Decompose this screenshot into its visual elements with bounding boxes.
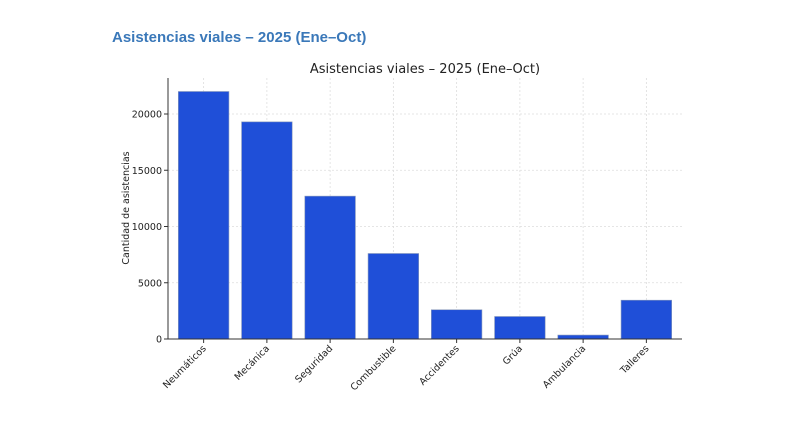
bar-6	[557, 334, 609, 340]
axes	[167, 78, 682, 340]
x-tick-label: Grúa	[501, 343, 525, 367]
x-axis-ticks: Neumáticos Mecánica Seguridad Combustible Ac…	[161, 339, 652, 393]
chart-title: Asistencias viales – 2025 (Ene–Oct)	[310, 62, 540, 77]
bar-0	[178, 91, 230, 340]
x-tick-label: Combustible	[349, 343, 399, 393]
x-tick-label: Neumáticos	[161, 343, 209, 391]
bar-3	[367, 253, 419, 340]
bars	[178, 91, 672, 340]
y-axis-label: Cantidad de asistencias	[121, 151, 132, 264]
x-tick-label: Accidentes	[417, 343, 461, 387]
x-tick-label: Ambulancia	[541, 343, 588, 390]
page-heading: Asistencias viales – 2025 (Ene–Oct)	[112, 29, 367, 46]
bar-5	[494, 316, 546, 340]
y-tick-label: 10000	[132, 222, 162, 233]
y-tick-label: 15000	[132, 166, 162, 177]
y-tick-label: 0	[156, 335, 162, 346]
x-tick-label: Talleres	[618, 343, 652, 377]
y-tick-label: 20000	[132, 110, 162, 121]
x-tick-label: Mecánica	[233, 343, 272, 382]
bar-4	[431, 309, 483, 340]
y-tick-label: 5000	[138, 278, 162, 289]
bar-7	[620, 299, 672, 340]
y-axis-ticks: 0 5000 10000 15000 20000	[132, 110, 168, 346]
x-tick-label: Seguridad	[293, 343, 335, 385]
bar-1	[241, 121, 293, 340]
bar-2	[304, 195, 356, 340]
